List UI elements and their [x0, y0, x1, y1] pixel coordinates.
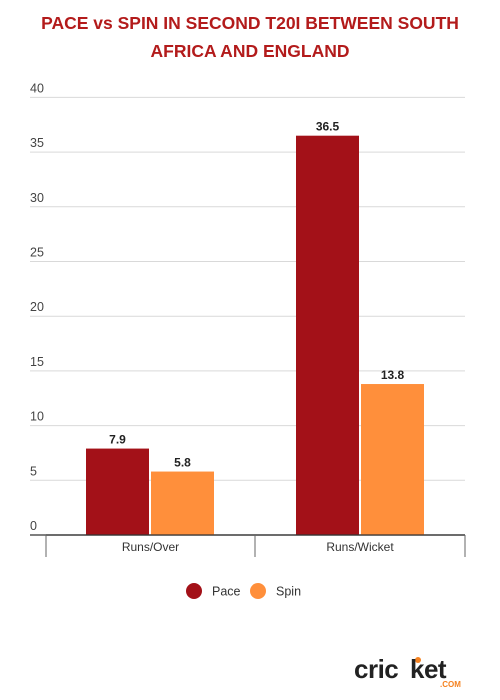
legend-marker-pace: [186, 583, 202, 599]
x-tick-label: Runs/Wicket: [326, 540, 394, 554]
bar-value-label: 7.9: [109, 433, 126, 447]
legend: Pace Spin: [186, 583, 301, 599]
svg-text:.COM: .COM: [440, 680, 461, 688]
y-tick-label: 10: [30, 410, 44, 424]
bars: [86, 135, 424, 535]
chart-title-line-2: AFRICA AND ENGLAND: [150, 41, 350, 61]
legend-marker-spin: [250, 583, 266, 599]
bar-value-labels: 7.9 5.8 36.5 13.8: [109, 120, 404, 470]
cricket-com-logo: cric ket .COM: [354, 654, 461, 688]
bar-spin-1: [361, 384, 424, 535]
bar-value-label: 13.8: [381, 368, 405, 382]
svg-text:cric: cric: [354, 654, 398, 684]
bar-value-label: 5.8: [174, 456, 191, 470]
y-tick-label: 15: [30, 355, 44, 369]
legend-label-spin: Spin: [276, 585, 301, 599]
x-tick-label: Runs/Over: [122, 540, 179, 554]
y-tick-labels: 0 5 10 15 20 25 30 35 40: [30, 81, 44, 533]
chart-title: PACE vs SPIN IN SECOND T20I BETWEEN SOUT…: [0, 9, 500, 65]
chart-title-line-1: PACE vs SPIN IN SECOND T20I BETWEEN SOUT…: [41, 13, 459, 33]
y-tick-label: 5: [30, 464, 37, 478]
y-tick-label: 0: [30, 519, 37, 533]
legend-label-pace: Pace: [212, 585, 241, 599]
svg-text:ket: ket: [410, 654, 447, 684]
y-tick-label: 20: [30, 300, 44, 314]
y-tick-label: 30: [30, 191, 44, 205]
bar-spin-0: [151, 471, 214, 535]
y-tick-label: 25: [30, 246, 44, 260]
bar-value-label: 36.5: [316, 120, 340, 134]
y-tick-label: 40: [30, 81, 44, 95]
y-tick-label: 35: [30, 136, 44, 150]
x-axis: Runs/Over Runs/Wicket: [45, 534, 466, 557]
bar-pace-1: [296, 135, 359, 535]
bar-pace-0: [86, 448, 149, 535]
